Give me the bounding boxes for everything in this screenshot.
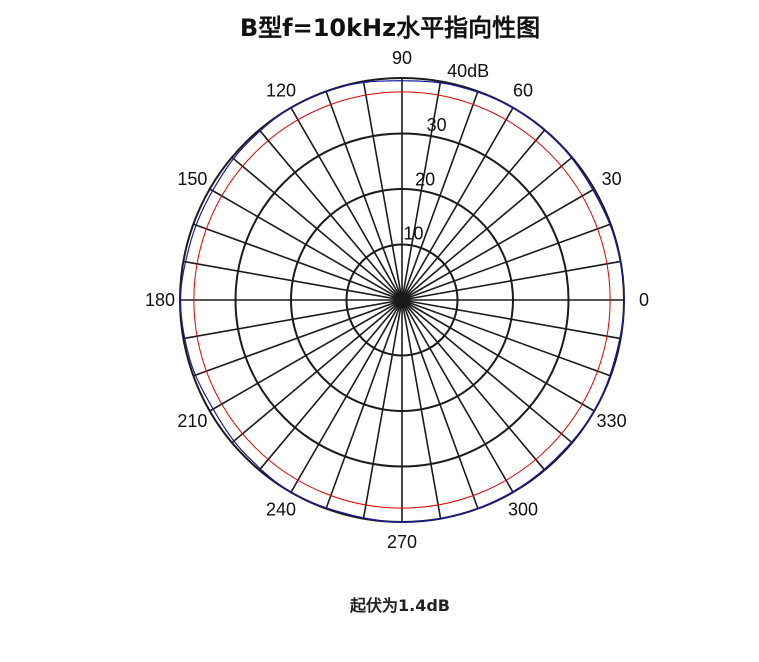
angle-label-150: 150	[177, 169, 207, 189]
angle-label-210: 210	[177, 411, 207, 431]
chart-title: B型f=10kHz水平指向性图	[239, 14, 541, 42]
ring-label-10: 10	[404, 224, 424, 244]
polar-grid	[179, 77, 625, 523]
label-layer: 0 30 60 90 120 150 180 210 240 270 300 330 10 20 30 40d…	[145, 48, 649, 552]
angle-label-300: 300	[508, 500, 538, 520]
ring-label-30: 30	[427, 115, 447, 135]
angle-label-270: 270	[387, 532, 417, 552]
angle-label-0: 0	[639, 290, 649, 310]
angle-label-30: 30	[602, 169, 622, 189]
series-layer	[179, 80, 625, 523]
angle-label-90: 90	[392, 48, 412, 68]
angle-label-60: 60	[513, 80, 533, 100]
angle-label-180: 180	[145, 290, 175, 310]
ring-20	[290, 188, 514, 412]
ripple-caption: 起伏为1.4dB	[350, 596, 450, 615]
angle-label-240: 240	[266, 500, 296, 520]
series-1-curve	[193, 91, 611, 509]
ring-30	[234, 132, 570, 468]
angle-label-120: 120	[266, 80, 296, 100]
ring-label-20: 20	[415, 169, 435, 189]
ring-label-40: 40dB	[447, 61, 489, 81]
series-0-curve	[179, 80, 625, 523]
angle-label-330: 330	[597, 411, 627, 431]
ring-10	[345, 243, 459, 357]
